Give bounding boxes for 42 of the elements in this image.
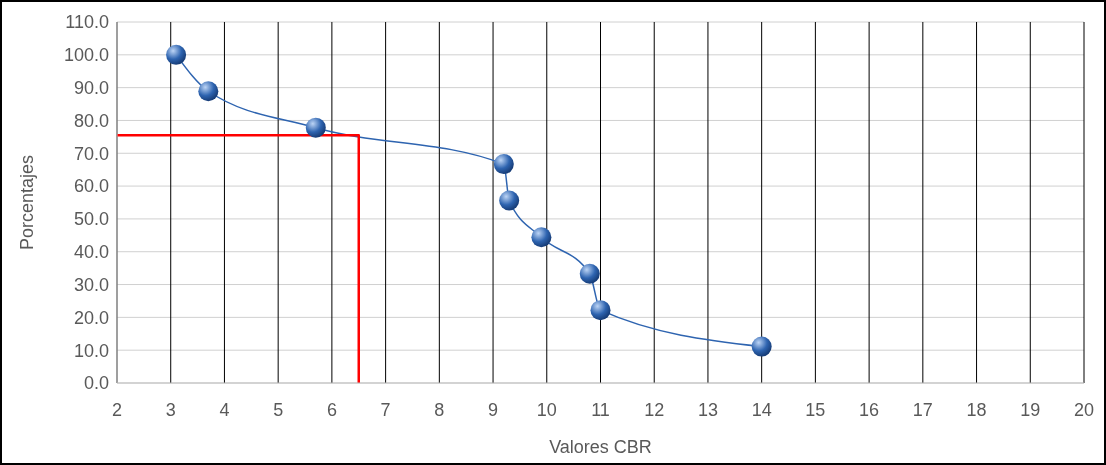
x-tick-label: 11 [591,399,610,420]
point [531,227,552,248]
x-axis-title: Valores CBR [549,437,652,457]
x-tick-label: 5 [273,399,284,420]
point [751,336,772,357]
x-tick-label: 14 [751,399,772,420]
x-tick-label: 20 [1073,399,1095,420]
y-tick-label: 90.0 [73,78,109,99]
y-tick-label: 0.0 [83,373,109,394]
x-tick-label: 7 [380,399,391,420]
x-tick-label: 17 [912,399,933,420]
x-tick-label: 13 [697,399,718,420]
point [590,300,611,321]
y-tick-label: 70.0 [73,143,109,164]
y-tick-label: 30.0 [73,274,109,295]
x-tick-label: 19 [1020,399,1041,420]
point [305,117,326,138]
point [493,154,514,175]
x-tick-label: 9 [488,399,499,420]
y-axis-title: Porcentajes [17,154,38,251]
x-tick-label: 8 [434,399,445,420]
x-tick-label: 6 [326,399,337,420]
point [166,44,187,65]
x-tick-label: 18 [966,399,987,420]
y-tick-label: 50.0 [73,209,109,230]
x-tick-label: 15 [805,399,826,420]
x-tick-label: 12 [644,399,665,420]
y-tick-label: 40.0 [73,242,109,263]
x-tick-label: 4 [219,399,230,420]
x-tick-label: 2 [111,399,123,420]
point [579,263,600,284]
y-tick-label: 110.0 [65,12,109,33]
point [198,81,219,102]
point [499,190,520,211]
y-tick-label: 80.0 [73,110,109,131]
y-tick-label: 60.0 [73,176,109,197]
x-tick-label: 10 [536,399,557,420]
y-tick-label: 20.0 [73,307,109,328]
y-tick-label: 100.0 [63,45,109,66]
y-tick-label: 10.0 [73,340,109,361]
x-tick-label: 3 [165,399,176,420]
x-tick-label: 16 [859,399,880,420]
